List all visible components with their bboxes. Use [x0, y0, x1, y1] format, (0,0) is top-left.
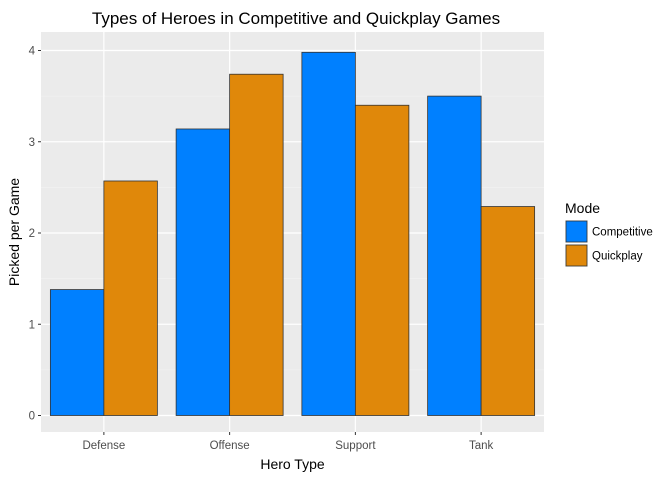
x-tick-label: Offense [210, 440, 250, 452]
legend-swatch [565, 244, 588, 267]
legend-label: Quickplay [592, 251, 643, 263]
legend-title: Mode [565, 200, 600, 216]
y-tick-label: 1 [29, 319, 35, 331]
x-axis-ticks: Defense Offense Support Tank [82, 432, 494, 452]
x-axis-title: Hero Type [260, 456, 325, 472]
chart-title: Types of Heroes in Competitive and Quick… [92, 9, 500, 28]
bar [103, 180, 158, 416]
x-tick-label: Defense [82, 440, 125, 452]
legend: Mode Competitive Quickplay [565, 200, 653, 267]
bar [427, 95, 482, 416]
bar [49, 289, 105, 416]
legend-label: Competitive [592, 227, 653, 239]
bar [229, 73, 284, 416]
y-tick-label: 0 [29, 411, 35, 423]
x-tick-label: Tank [469, 440, 494, 452]
y-axis-ticks: 0 1 2 3 4 [29, 46, 41, 423]
y-tick-label: 4 [29, 46, 36, 58]
bar [175, 128, 231, 416]
bars [49, 51, 536, 416]
y-axis-title: Picked per Game [6, 178, 22, 286]
bar [354, 104, 410, 416]
x-tick-label: Support [335, 440, 376, 452]
y-tick-label: 3 [29, 137, 35, 149]
y-tick-label: 2 [29, 228, 35, 240]
legend-swatch [565, 220, 588, 243]
bar [301, 51, 356, 416]
bar [480, 206, 536, 416]
